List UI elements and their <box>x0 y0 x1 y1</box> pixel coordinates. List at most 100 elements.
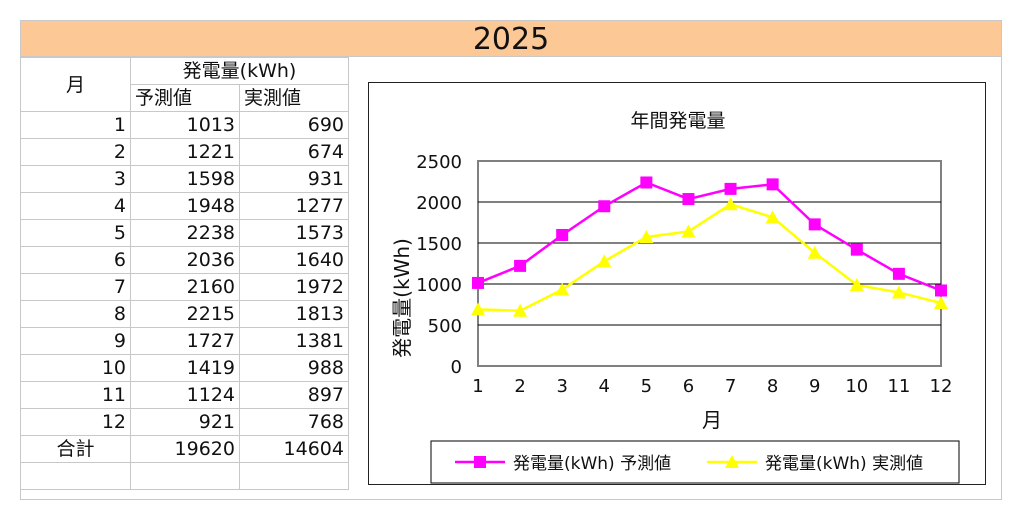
cell-actual[interactable]: 1813 <box>239 300 349 328</box>
x-tick-label: 4 <box>599 376 610 397</box>
data-point <box>597 254 612 268</box>
cell-month[interactable]: 7 <box>20 273 131 301</box>
y-axis-label: 発電量(kWh) <box>390 238 414 358</box>
data-point <box>514 259 527 272</box>
y-tick-label: 500 <box>428 316 462 337</box>
table-row: 5 2238 1573 <box>20 219 349 247</box>
cell-actual[interactable]: 1277 <box>239 192 349 220</box>
cell-actual[interactable]: 1573 <box>239 219 349 247</box>
data-point <box>808 218 821 231</box>
cell-month[interactable]: 6 <box>20 246 131 274</box>
data-point <box>682 193 695 206</box>
x-tick-label: 11 <box>887 376 910 397</box>
cell-forecast[interactable]: 921 <box>130 408 240 436</box>
legend-label: 発電量(kWh) 実測値 <box>765 454 923 474</box>
x-tick-label: 6 <box>683 376 694 397</box>
data-point <box>765 210 780 224</box>
table-row: 4 1948 1277 <box>20 192 349 220</box>
table-row: 6 2036 1640 <box>20 246 349 274</box>
x-tick-label: 1 <box>472 376 483 397</box>
cell-month[interactable]: 2 <box>20 138 131 166</box>
y-tick-label: 2000 <box>416 193 462 214</box>
table-row: 11 1124 897 <box>20 381 349 409</box>
chart-title: 年間発電量 <box>630 110 725 132</box>
data-point <box>681 224 696 238</box>
x-axis-label: 月 <box>702 408 722 432</box>
cell-actual[interactable]: 1640 <box>239 246 349 274</box>
legend <box>430 440 960 484</box>
cell-forecast[interactable]: 1419 <box>130 354 240 382</box>
sheet-title: 2025 <box>20 20 1002 57</box>
data-point <box>935 284 947 297</box>
total-row: 合計 19620 14604 <box>20 435 349 463</box>
cell-actual[interactable]: 1381 <box>239 327 349 355</box>
empty-cell[interactable] <box>130 462 240 490</box>
data-point <box>891 285 906 299</box>
legend-marker <box>474 456 486 468</box>
cell-month[interactable]: 10 <box>20 354 131 382</box>
data-point <box>850 243 863 256</box>
x-tick-label: 3 <box>556 376 567 397</box>
cell-forecast[interactable]: 1013 <box>130 111 240 139</box>
table-row: 7 2160 1972 <box>20 273 349 301</box>
table-row: 3 1598 931 <box>20 165 349 193</box>
cell-forecast[interactable]: 1727 <box>130 327 240 355</box>
y-tick-label: 1000 <box>416 275 462 296</box>
total-label[interactable]: 合計 <box>20 435 131 463</box>
data-point <box>807 245 822 259</box>
cell-forecast[interactable]: 1221 <box>130 138 240 166</box>
cell-actual[interactable]: 768 <box>239 408 349 436</box>
table-row: 9 1727 1381 <box>20 327 349 355</box>
cell-forecast[interactable]: 2215 <box>130 300 240 328</box>
table-row: 10 1419 988 <box>20 354 349 382</box>
cell-month[interactable]: 11 <box>20 381 131 409</box>
cell-month[interactable]: 12 <box>20 408 131 436</box>
cell-forecast[interactable]: 2238 <box>130 219 240 247</box>
data-point <box>555 282 570 296</box>
cell-actual[interactable]: 988 <box>239 354 349 382</box>
plot-area <box>477 160 942 367</box>
data-point <box>724 182 737 195</box>
data-point <box>723 197 738 211</box>
data-point <box>598 200 611 213</box>
empty-cell[interactable] <box>239 462 349 490</box>
cell-forecast[interactable]: 1948 <box>130 192 240 220</box>
forecast-header: 予測値 <box>130 84 240 112</box>
data-point <box>934 296 948 310</box>
cell-actual[interactable]: 931 <box>239 165 349 193</box>
y-tick-label: 2500 <box>416 152 462 173</box>
cell-actual[interactable]: 1972 <box>239 273 349 301</box>
table-row: 12 921 768 <box>20 408 349 436</box>
cell-month[interactable]: 9 <box>20 327 131 355</box>
y-tick-label: 0 <box>451 357 462 378</box>
data-point <box>471 302 485 316</box>
x-tick-label: 5 <box>641 376 652 397</box>
cell-actual[interactable]: 674 <box>239 138 349 166</box>
cell-actual[interactable]: 690 <box>239 111 349 139</box>
group-header: 発電量(kWh) <box>130 57 349 85</box>
y-tick-label: 1500 <box>416 234 462 255</box>
total-actual[interactable]: 14604 <box>239 435 349 463</box>
cell-forecast[interactable]: 2036 <box>130 246 240 274</box>
data-table: 月 発電量(kWh) 予測値 実測値 1 1013 690 2 1221 674 3 1598… <box>20 57 349 490</box>
data-point <box>849 277 864 291</box>
total-forecast[interactable]: 19620 <box>130 435 240 463</box>
actual-header: 実測値 <box>239 84 349 112</box>
cell-month[interactable]: 8 <box>20 300 131 328</box>
cell-month[interactable]: 4 <box>20 192 131 220</box>
cell-forecast[interactable]: 2160 <box>130 273 240 301</box>
cell-month[interactable]: 1 <box>20 111 131 139</box>
cell-forecast[interactable]: 1124 <box>130 381 240 409</box>
table-row: 8 2215 1813 <box>20 300 349 328</box>
x-tick-label: 10 <box>845 376 868 397</box>
cell-month[interactable]: 5 <box>20 219 131 247</box>
cell-actual[interactable]: 897 <box>239 381 349 409</box>
cell-month[interactable]: 3 <box>20 165 131 193</box>
table-row: 2 1221 674 <box>20 138 349 166</box>
empty-cell[interactable] <box>20 462 131 490</box>
series-line-1 <box>477 202 942 312</box>
cell-forecast[interactable]: 1598 <box>130 165 240 193</box>
table-row: 1 1013 690 <box>20 111 349 139</box>
chart[interactable]: 年間発電量 0 500 1000 1500 2000 2500 1 2 3 4 5 6 7 8 9 10 11 12… <box>368 82 986 485</box>
